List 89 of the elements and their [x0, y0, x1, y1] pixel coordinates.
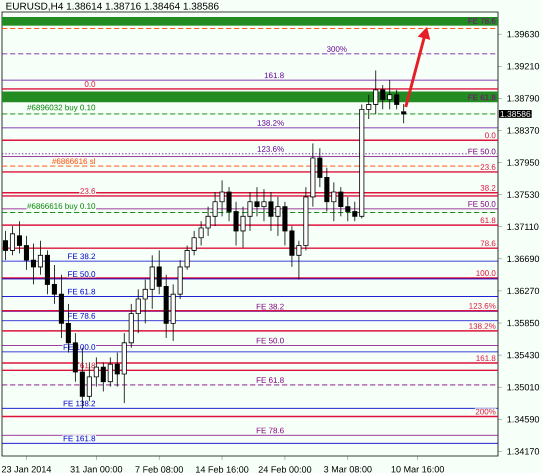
- chart-title: EURUSD,H4 1.38614 1.38716 1.38464 1.38586: [6, 2, 219, 11]
- candlestick: [72, 332, 78, 382]
- annotation: 161.8: [476, 355, 496, 361]
- x-tick-label: 23 Jan 2014: [2, 466, 52, 472]
- y-tick-label: 1.38790: [507, 95, 540, 102]
- candlestick: [184, 245, 190, 270]
- y-tick-label: 1.35430: [507, 352, 540, 358]
- y-tick-label: 1.39630: [507, 30, 540, 38]
- annotation: FE 61.8: [468, 94, 496, 100]
- annotation: FE 78.6: [256, 428, 284, 434]
- annotation: FE 50.0: [468, 201, 496, 207]
- annotation: FE 50.0: [68, 271, 96, 277]
- x-tick-label: 24 Feb 00:00: [258, 466, 312, 473]
- x-tick-label: 10 Mar 16:00: [392, 466, 444, 472]
- candlestick: [212, 192, 218, 227]
- annotation: FE 50.0: [256, 338, 284, 344]
- candlestick: [10, 226, 16, 256]
- candlestick: [331, 182, 336, 222]
- candlestick: [268, 192, 274, 232]
- candlestick: [345, 196, 350, 222]
- candlestick: [289, 226, 294, 268]
- annotation: 0.0: [84, 81, 96, 87]
- annotation: #6896032 buy 0.10: [27, 104, 96, 112]
- candlestick: [303, 186, 308, 251]
- candlestick: [310, 143, 316, 208]
- annotation: FE 38.2: [68, 253, 96, 260]
- candlestick: [226, 186, 232, 222]
- candlestick: [240, 206, 246, 248]
- candlestick: [170, 284, 176, 342]
- x-tick-label: 7 Feb 08:00: [135, 466, 184, 473]
- candlestick: [198, 220, 204, 246]
- annotation: 100.0: [476, 270, 496, 276]
- annotation: 123.6%: [469, 303, 496, 309]
- annotation: 23.6: [480, 164, 496, 170]
- x-tick-label: 3 Mar 08:00: [324, 466, 372, 472]
- annotation: FE 50.0: [468, 148, 496, 154]
- annotation: #6866616 buy 0.10: [27, 202, 96, 210]
- candlestick: [247, 192, 253, 232]
- y-tick-label: 1.37110: [507, 224, 538, 230]
- candlestick: [220, 180, 225, 217]
- annotation: FE 161.8: [64, 436, 96, 442]
- annotation: 38.2: [480, 185, 496, 191]
- annotation: 0.0: [484, 132, 496, 138]
- candlestick: [254, 186, 260, 217]
- candlestick: [44, 250, 50, 295]
- y-tick-label: 1.36270: [507, 288, 540, 294]
- candlestick: [324, 167, 330, 212]
- annotation: 23.6: [80, 188, 96, 194]
- y-tick-label: 1.34170: [507, 448, 540, 455]
- y-tick-label: 1.36690: [507, 256, 540, 262]
- annotation: 78.6: [480, 240, 496, 246]
- annotation: 123.6%: [258, 146, 284, 152]
- y-tick-label: 1.37950: [507, 159, 540, 166]
- candlestick: [192, 230, 197, 256]
- annotation: FE 78.6: [468, 18, 496, 24]
- annotation: 200%: [476, 408, 496, 414]
- candlestick: [317, 148, 322, 188]
- candlestick: [30, 243, 36, 285]
- annotation: #6866616 sl: [52, 158, 95, 164]
- annotation: FE 38.2: [256, 304, 284, 310]
- candlestick: [234, 201, 239, 246]
- candlestick: [178, 260, 183, 300]
- annotation: FE 61.8: [256, 377, 284, 383]
- candlestick: [58, 274, 64, 338]
- annotation: 138.2%: [469, 323, 496, 329]
- candlestick: [261, 188, 267, 222]
- y-tick-label: 1.34590: [507, 416, 540, 423]
- candlestick: [164, 274, 169, 338]
- annotation: 138.2%: [258, 120, 284, 126]
- candlestick: [296, 240, 302, 280]
- y-tick-label: 1.35010: [507, 384, 540, 390]
- candlestick: [52, 264, 57, 304]
- y-tick-label: 1.39210: [507, 63, 540, 70]
- x-tick-label: 31 Jan 00:00: [70, 466, 122, 472]
- candlestick: [206, 206, 211, 236]
- ref-line-label: 1.38586: [500, 110, 530, 117]
- candlestick: [16, 220, 22, 254]
- annotation: 61.8: [480, 217, 496, 224]
- candlestick: [38, 240, 43, 276]
- x-tick-label: 14 Feb 16:00: [196, 466, 248, 473]
- candlestick: [282, 201, 288, 246]
- annotation: 161.8: [264, 72, 284, 78]
- candlestick: [24, 235, 29, 270]
- y-tick-label: 1.37530: [507, 191, 540, 198]
- candlestick: [275, 196, 280, 236]
- y-tick-label: 1.38370: [507, 127, 540, 134]
- annotation: 300%: [326, 46, 347, 52]
- annotation: FE 61.8: [68, 288, 96, 294]
- y-tick-label: 1.35850: [507, 320, 540, 326]
